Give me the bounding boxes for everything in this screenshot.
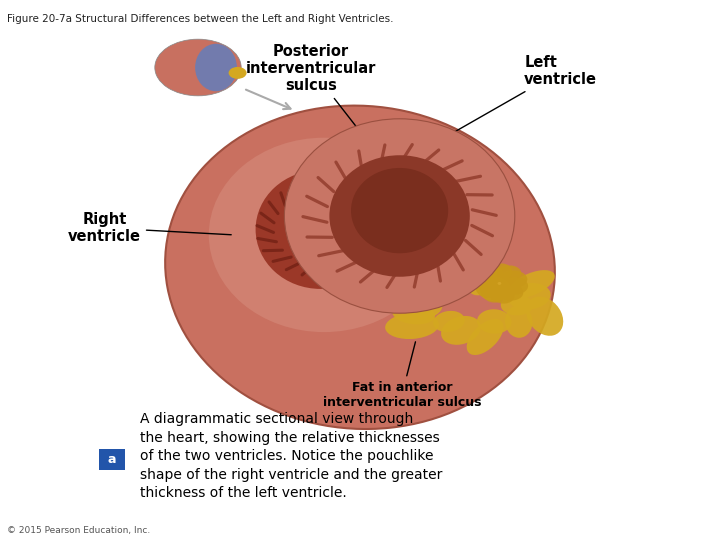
Ellipse shape xyxy=(508,270,555,299)
FancyBboxPatch shape xyxy=(99,449,125,470)
Ellipse shape xyxy=(392,303,435,325)
Text: Left
ventricle: Left ventricle xyxy=(440,55,597,140)
FancyArrowPatch shape xyxy=(402,145,413,161)
Text: Fat in anterior
interventricular sulcus: Fat in anterior interventricular sulcus xyxy=(323,342,481,409)
FancyArrowPatch shape xyxy=(269,202,278,213)
Ellipse shape xyxy=(209,138,439,332)
FancyArrowPatch shape xyxy=(287,262,302,269)
FancyArrowPatch shape xyxy=(359,151,361,168)
Ellipse shape xyxy=(155,39,241,96)
FancyArrowPatch shape xyxy=(257,226,274,232)
FancyArrowPatch shape xyxy=(337,261,358,271)
FancyArrowPatch shape xyxy=(258,239,276,242)
Ellipse shape xyxy=(500,271,527,288)
FancyArrowPatch shape xyxy=(281,193,285,205)
Ellipse shape xyxy=(441,253,475,293)
Ellipse shape xyxy=(435,276,463,301)
Ellipse shape xyxy=(229,67,246,79)
FancyArrowPatch shape xyxy=(454,254,463,270)
Ellipse shape xyxy=(441,316,481,345)
Ellipse shape xyxy=(165,106,555,429)
Text: Figure 20-7a Structural Differences between the Left and Right Ventricles.: Figure 20-7a Structural Differences betw… xyxy=(7,14,394,24)
FancyArrowPatch shape xyxy=(465,240,481,254)
Ellipse shape xyxy=(351,168,448,253)
Ellipse shape xyxy=(474,271,498,291)
Ellipse shape xyxy=(500,278,528,295)
Text: © 2015 Pearson Education, Inc.: © 2015 Pearson Education, Inc. xyxy=(7,525,150,535)
Ellipse shape xyxy=(284,119,515,313)
Ellipse shape xyxy=(496,283,523,300)
FancyArrowPatch shape xyxy=(302,265,314,275)
Ellipse shape xyxy=(481,283,505,302)
Ellipse shape xyxy=(377,278,420,310)
Ellipse shape xyxy=(489,285,515,303)
Ellipse shape xyxy=(508,283,551,309)
FancyArrowPatch shape xyxy=(472,225,492,236)
FancyArrowPatch shape xyxy=(456,176,480,181)
FancyArrowPatch shape xyxy=(472,210,496,215)
Ellipse shape xyxy=(495,265,521,283)
FancyArrowPatch shape xyxy=(261,213,274,223)
Ellipse shape xyxy=(526,296,563,336)
FancyArrowPatch shape xyxy=(320,183,329,194)
FancyArrowPatch shape xyxy=(361,268,377,282)
FancyArrowPatch shape xyxy=(414,269,418,287)
Ellipse shape xyxy=(195,44,237,91)
Text: A diagrammatic sectional view through
the heart, showing the relative thicknesse: A diagrammatic sectional view through th… xyxy=(140,413,443,500)
Ellipse shape xyxy=(385,313,439,339)
FancyArrowPatch shape xyxy=(441,161,462,171)
Ellipse shape xyxy=(501,295,534,315)
FancyArrowPatch shape xyxy=(273,257,291,261)
Text: Right
ventricle: Right ventricle xyxy=(68,212,231,244)
Ellipse shape xyxy=(486,264,512,282)
Ellipse shape xyxy=(330,156,470,276)
FancyArrowPatch shape xyxy=(319,251,343,256)
Text: Posterior
interventricular
sulcus: Posterior interventricular sulcus xyxy=(246,44,377,134)
Ellipse shape xyxy=(475,278,499,298)
Ellipse shape xyxy=(479,266,503,285)
FancyArrowPatch shape xyxy=(387,271,397,287)
Ellipse shape xyxy=(467,319,503,355)
FancyArrowPatch shape xyxy=(423,150,438,164)
Ellipse shape xyxy=(406,273,443,304)
FancyArrowPatch shape xyxy=(438,264,441,281)
FancyArrowPatch shape xyxy=(303,217,327,222)
FancyArrowPatch shape xyxy=(318,178,334,192)
Ellipse shape xyxy=(477,276,511,301)
FancyArrowPatch shape xyxy=(381,145,385,163)
Ellipse shape xyxy=(477,309,511,334)
FancyArrowPatch shape xyxy=(307,183,312,195)
Ellipse shape xyxy=(256,170,385,289)
Ellipse shape xyxy=(467,265,498,295)
Ellipse shape xyxy=(410,292,443,318)
Ellipse shape xyxy=(505,306,533,338)
FancyArrowPatch shape xyxy=(336,162,346,178)
FancyArrowPatch shape xyxy=(307,196,328,207)
Text: a: a xyxy=(107,453,116,466)
Ellipse shape xyxy=(433,311,464,332)
